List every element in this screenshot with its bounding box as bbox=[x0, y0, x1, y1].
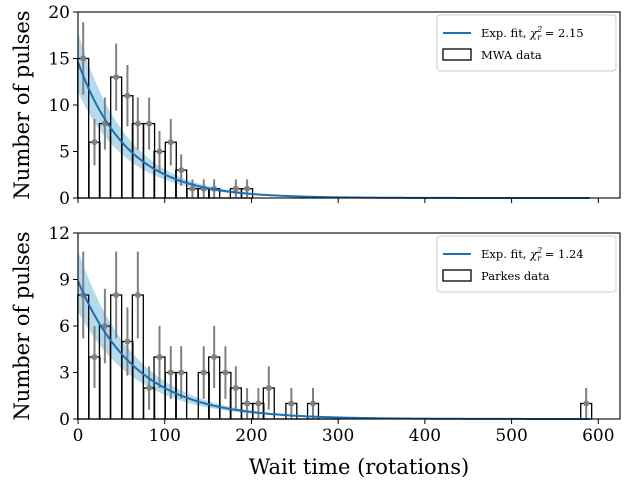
legend-data-swatch bbox=[442, 48, 472, 61]
data-point bbox=[146, 120, 153, 127]
y-tick-label: 6 bbox=[59, 317, 70, 337]
data-point bbox=[288, 400, 295, 407]
data-point bbox=[310, 400, 317, 407]
data-point bbox=[101, 323, 108, 329]
x-tick-label: 200 bbox=[235, 426, 267, 446]
data-point bbox=[255, 400, 262, 407]
data-point bbox=[200, 369, 207, 376]
data-point bbox=[583, 400, 590, 407]
data-point bbox=[222, 369, 229, 376]
data-point bbox=[178, 167, 185, 174]
data-point bbox=[91, 139, 98, 146]
data-point bbox=[178, 369, 185, 376]
error-bars bbox=[80, 251, 590, 419]
y-tick-label: 0 bbox=[59, 410, 70, 430]
legend-data-swatch bbox=[442, 269, 472, 282]
legend-box bbox=[436, 14, 617, 72]
x-axis-ticks: 0 100 200 300 400 500 600 bbox=[73, 419, 615, 446]
legend-fit-label: Exp. fit, χ2 r = 2.15 bbox=[481, 25, 584, 42]
data-point bbox=[244, 185, 251, 192]
data-point bbox=[134, 120, 141, 127]
data-point bbox=[156, 354, 163, 360]
data-point bbox=[113, 292, 120, 298]
data-point bbox=[211, 354, 218, 360]
data-point bbox=[124, 92, 131, 99]
panel-top-mwa: 0 5 10 15 20 Number of pulses Exp. fit, χ2 r … bbox=[10, 3, 621, 209]
legend-fit-label: Exp. fit, χ2 r = 1.24 bbox=[481, 246, 584, 263]
y-axis-label: Number of pulses bbox=[10, 10, 34, 199]
error-bars bbox=[80, 22, 251, 198]
y-tick-label: 3 bbox=[59, 364, 70, 384]
legend: Exp. fit, χ2 r = 1.24 Parkes data bbox=[436, 235, 617, 293]
legend-data-label: Parkes data bbox=[481, 269, 550, 283]
legend: Exp. fit, χ2 r = 2.15 MWA data bbox=[436, 14, 617, 72]
x-tick-label: 300 bbox=[322, 426, 354, 446]
histogram-steps bbox=[77, 294, 593, 420]
data-point bbox=[113, 74, 120, 81]
x-tick-label: 100 bbox=[148, 426, 180, 446]
y-tick-label: 12 bbox=[48, 224, 70, 244]
data-point bbox=[91, 354, 98, 360]
data-point bbox=[80, 55, 87, 62]
x-tick-label: 0 bbox=[73, 426, 84, 446]
y-axis-ticks: 0 5 10 15 20 bbox=[48, 3, 78, 209]
legend-data-label: MWA data bbox=[481, 48, 542, 62]
y-tick-label: 0 bbox=[59, 189, 70, 209]
y-tick-label: 10 bbox=[48, 96, 70, 116]
y-tick-label: 5 bbox=[59, 143, 70, 163]
y-tick-label: 9 bbox=[59, 271, 70, 291]
data-point bbox=[232, 385, 239, 391]
data-point bbox=[232, 185, 239, 192]
data-point bbox=[134, 292, 141, 298]
data-point bbox=[265, 385, 272, 391]
legend-box bbox=[436, 235, 617, 293]
data-point bbox=[244, 400, 251, 407]
data-point bbox=[167, 139, 174, 146]
y-axis-ticks: 0 3 6 9 12 bbox=[48, 224, 78, 430]
y-tick-label: 20 bbox=[48, 3, 70, 23]
x-tick-label: 500 bbox=[495, 426, 527, 446]
data-point bbox=[124, 338, 131, 345]
x-tick-label: 400 bbox=[409, 426, 441, 446]
x-axis-label: Wait time (rotations) bbox=[249, 455, 469, 479]
x-axis-ticks bbox=[77, 198, 599, 203]
data-point bbox=[156, 148, 163, 155]
y-tick-label: 15 bbox=[48, 50, 70, 70]
data-point bbox=[146, 385, 153, 391]
data-point bbox=[167, 369, 174, 376]
panel-bottom-parkes: 0 3 6 9 12 0 100 200 300 400 500 600 Number of pul… bbox=[10, 224, 621, 479]
data-point bbox=[189, 185, 196, 192]
y-axis-label: Number of pulses bbox=[10, 231, 34, 420]
x-tick-label: 600 bbox=[582, 426, 614, 446]
